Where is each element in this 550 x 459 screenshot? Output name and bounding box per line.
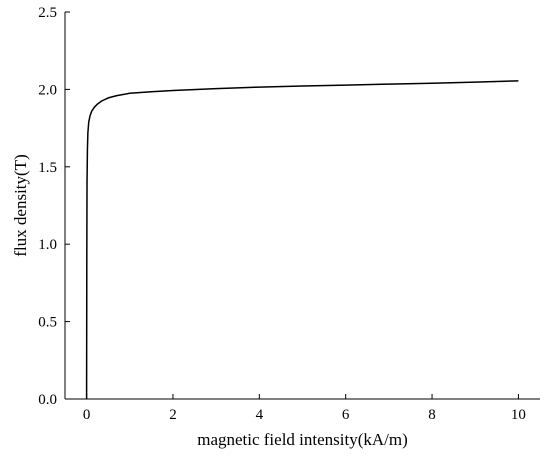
x-tick-label-0: 0 [83,407,91,423]
y-tick-label-0.5: 0.5 [38,315,57,331]
x-tick-label-8: 8 [428,407,436,423]
y-tick-label-0: 0.0 [38,392,57,408]
plot-area [64,12,540,400]
series-layer [85,80,519,400]
x-axis-label: magnetic field intensity(kA/m) [197,430,408,449]
x-tick-label-2: 2 [169,407,177,423]
y-tick-label-2.5: 2.5 [38,5,57,21]
y-tick-label-2: 2.0 [38,82,57,98]
x-tick-label-4: 4 [256,407,264,423]
y-axis-label: flux density(T) [11,154,30,256]
y-axis-ticks: 0.0 0.5 1.0 1.5 2.0 2.5 [38,5,70,408]
series-line-0 [85,80,519,400]
x-axis-ticks: 0 2 4 6 8 10 [83,394,526,423]
x-tick-label-6: 6 [342,407,350,423]
y-tick-label-1.5: 1.5 [38,160,57,176]
x-tick-label-10: 10 [511,407,526,423]
y-tick-label-1: 1.0 [38,237,57,253]
